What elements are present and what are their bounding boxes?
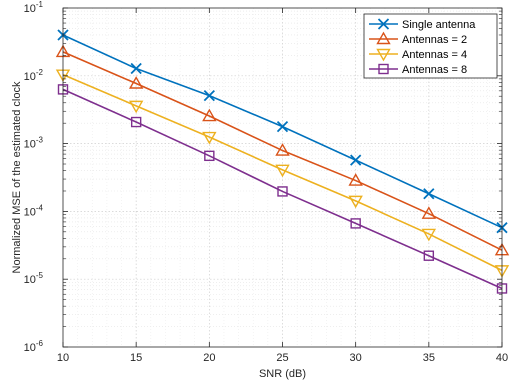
x-tick-label: 25 (276, 352, 288, 364)
series-3-point (275, 164, 290, 178)
series-1-point (276, 120, 289, 133)
series-1-point-stroke-b (423, 188, 435, 200)
series-1-point (350, 154, 362, 166)
series-1-point-stroke-b (130, 62, 142, 75)
x-tick-label: 40 (496, 352, 508, 364)
legend-marker-stroke-b (377, 18, 390, 30)
y-tick-label-base: 10 (24, 139, 36, 151)
series-4-point (350, 218, 361, 229)
x-axis-label: SNR (dB) (259, 368, 306, 380)
y-tick-labels: 10-610-510-410-310-210-1 (24, 0, 44, 354)
legend-item-1: Single antenna (369, 18, 476, 31)
series-4 (57, 84, 508, 294)
x-tick-label: 30 (350, 352, 362, 364)
x-tick-label: 10 (57, 352, 69, 364)
legend-item-4: Antennas = 8 (369, 63, 467, 76)
series-line-2 (62, 51, 503, 251)
series-line-3 (62, 73, 503, 272)
y-tick-label-exponent: -5 (36, 271, 44, 280)
y-tick-label: 10-3 (24, 136, 44, 151)
series-2-point (275, 143, 290, 156)
series-2 (55, 44, 510, 256)
y-tick-label-base: 10 (24, 274, 36, 286)
y-tick-label-base: 10 (24, 3, 36, 15)
series-1-point (423, 188, 435, 200)
series-3-point (128, 100, 144, 114)
legend-marker (377, 18, 390, 30)
axis-ticks (62, 7, 503, 348)
series-1-point (203, 89, 215, 102)
series-2-point (421, 206, 437, 219)
series-4-point (130, 116, 142, 128)
y-tick-label-base: 10 (24, 342, 36, 354)
series-1-point-stroke-b (276, 120, 289, 133)
series-4-point (204, 150, 215, 162)
y-tick-label: 10-4 (24, 203, 44, 218)
legend-item-3: Antennas = 4 (369, 48, 467, 62)
series-1 (57, 29, 508, 234)
legend-marker (378, 63, 389, 75)
legend-marker (376, 48, 391, 62)
legend-item-2: Antennas = 2 (369, 31, 467, 46)
legend-label: Antennas = 2 (402, 34, 467, 46)
series-3-point (202, 131, 217, 145)
legend: Single antenna Antennas = 2 Antennas = 4 An… (363, 13, 498, 79)
y-tick-label: 10-2 (24, 68, 44, 83)
series-4-point (423, 250, 435, 261)
series-2-point (348, 173, 363, 186)
y-axis-label: Normalized MSE of the estimated clock (11, 81, 23, 273)
y-tick-label: 10-6 (24, 339, 44, 354)
x-tick-label: 35 (423, 352, 435, 364)
series-layer (55, 29, 510, 294)
legend-label: Single antenna (402, 19, 476, 31)
y-tick-label: 10-5 (24, 271, 44, 286)
y-tick-label: 10-1 (24, 0, 44, 15)
y-tick-label-exponent: -1 (36, 0, 44, 9)
y-tick-label-base: 10 (24, 71, 36, 83)
x-tick-labels: 10 15 20 25 30 35 40 (57, 352, 508, 364)
y-tick-label-exponent: -2 (36, 68, 44, 77)
series-2-point (202, 108, 217, 122)
legend-marker (376, 31, 391, 45)
series-3-point (348, 195, 363, 209)
series-1-point-stroke-b (350, 154, 362, 166)
x-tick-label: 20 (203, 352, 215, 364)
y-tick-label-exponent: -4 (36, 203, 44, 212)
legend-label: Antennas = 8 (402, 64, 467, 76)
series-1-point (130, 62, 142, 75)
y-tick-label-base: 10 (24, 206, 36, 218)
series-3-point (421, 228, 437, 242)
series-4-point (277, 186, 288, 197)
series-1-point-stroke-b (203, 89, 215, 102)
y-tick-label-exponent: -3 (36, 136, 44, 145)
x-tick-label: 15 (130, 352, 142, 364)
legend-label: Antennas = 4 (402, 49, 467, 61)
series-line-4 (62, 88, 503, 290)
y-tick-label-exponent: -6 (36, 339, 44, 348)
series-2-point (128, 76, 144, 89)
